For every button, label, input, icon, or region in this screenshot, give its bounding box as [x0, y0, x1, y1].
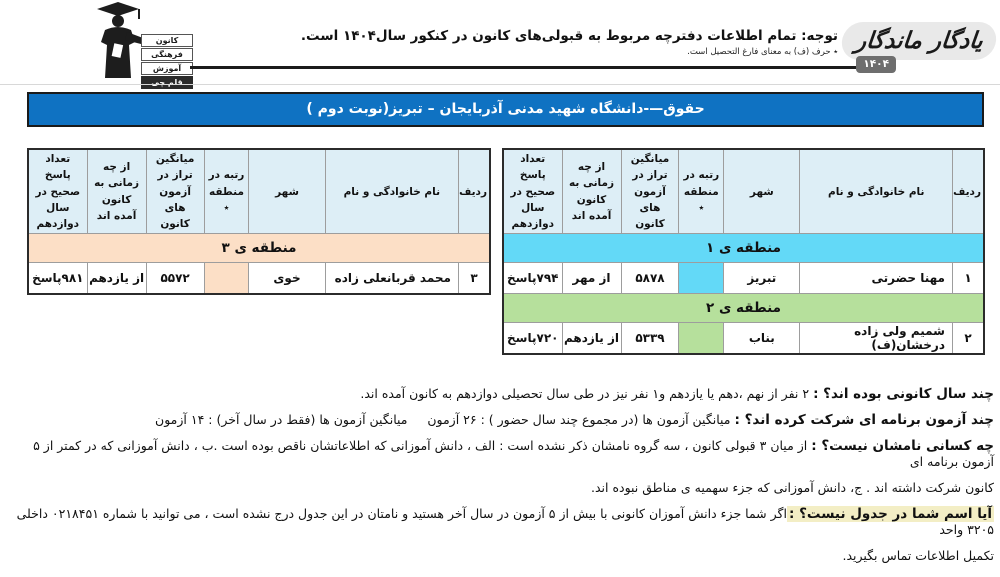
cell-since: از مهر	[561, 262, 622, 295]
cell-correct-answers: ۷۹۴پاسخ	[502, 262, 563, 295]
col-header-since: از چه زمانی به کانون آمده اند	[561, 148, 622, 235]
faq-lead: چند سال کانونی بوده اند؟ :	[813, 386, 994, 402]
cell-row-number: ۱	[951, 262, 985, 295]
notice-footnote: ٭ حرف (ف) به معنای فارغ التحصیل است.	[687, 47, 838, 57]
results-table-region-3: ردیف نام خانوادگی و نام شهر رتبه در منطق…	[27, 148, 491, 296]
faq-line-missing-names: چه کسانی نامشان نیست؟ : از میان ۳ قبولی …	[8, 438, 994, 470]
kanoon-logo: کانون فرهنگی آموزش قلم چی	[65, 2, 195, 89]
region-band-label: منطقه ی ۲	[502, 293, 985, 324]
cell-region-rank	[203, 262, 250, 295]
col-header-city: شهر	[723, 148, 801, 235]
graduate-mascot-icon	[97, 2, 143, 78]
cell-avg-score: ۵۵۷۲	[145, 262, 205, 295]
cell-name: شمیم ولی زاده درخشان(ف)	[799, 322, 953, 355]
region-band-label: منطقه ی ۱	[502, 233, 985, 264]
notice-text: توجه: تمام اطلاعات دفترچه مربوط به قبولی…	[300, 28, 838, 44]
cell-avg-score: ۵۳۳۹	[620, 322, 680, 355]
col-header-avg-score: میانگین تراز در آزمون های کانون	[145, 148, 205, 235]
table-row: ۳ محمد قربانعلی زاده خوی ۵۵۷۲ از یازدهم …	[27, 262, 491, 295]
faq-lead: چه کسانی نامشان نیست؟ :	[811, 438, 994, 454]
col-header-city: شهر	[248, 148, 326, 235]
header-notice: توجه: تمام اطلاعات دفترچه مربوط به قبولی…	[301, 28, 838, 57]
logo-line: کانون	[141, 34, 193, 47]
region-band-2: منطقه ی ۲	[502, 293, 985, 324]
col-header-correct-answers: تعداد پاسخ صحیح در سال دوازدهم	[502, 148, 563, 235]
cell-city: خوی	[248, 262, 326, 295]
faq-notes: چند سال کانونی بوده اند؟ : ۲ نفر از نهم …	[8, 386, 994, 574]
page-title: حقوق—-دانشگاه شهید مدنی آذربایجان – تبری…	[27, 92, 984, 127]
logo-line: فرهنگی	[141, 48, 193, 61]
cell-name: محمد قربانعلی زاده	[324, 262, 459, 295]
faq-line-your-name-cont: تکمیل اطلاعات تماس بگیرید.	[842, 548, 994, 563]
brand-calligraphy: یادگار ماندگار	[840, 22, 998, 60]
header-rule	[190, 66, 862, 69]
brand-block: یادگار ماندگار ۱۴۰۴	[840, 0, 1000, 84]
cell-correct-answers: ۷۲۰پاسخ	[502, 322, 563, 355]
col-header-row-number: ردیف	[951, 148, 985, 235]
header-row: ردیف نام خانوادگی و نام شهر رتبه در منطق…	[502, 148, 985, 235]
year-badge: ۱۴۰۴	[856, 56, 896, 73]
cell-city: تبریز	[723, 262, 801, 295]
faq-text: از میان ۳ قبولی کانون ، سه گروه نامشان ذ…	[33, 438, 994, 469]
col-header-row-number: ردیف	[457, 148, 491, 235]
table-row: ۱ مهنا حضرتی تبریز ۵۸۷۸ از مهر ۷۹۴پاسخ	[502, 262, 985, 295]
col-header-name: نام خانوادگی و نام	[799, 148, 953, 235]
faq-line-exams: چند آزمون برنامه ای شرکت کرده اند؟ : میا…	[8, 412, 994, 428]
cell-name: مهنا حضرتی	[799, 262, 953, 295]
faq-lead: چند آزمون برنامه ای شرکت کرده اند؟ :	[734, 412, 994, 428]
logo-text-box: کانون فرهنگی آموزش قلم چی	[141, 34, 193, 90]
faq-line-missing-names-cont: کانون شرکت داشته اند . ج، دانش آموزانی ک…	[591, 480, 994, 495]
cell-row-number: ۳	[457, 262, 491, 295]
faq-lead-highlighted: آیا اسم شما در جدول نیست؟ :	[786, 506, 994, 522]
cell-city: بناب	[723, 322, 801, 355]
results-table-regions-1-2: ردیف نام خانوادگی و نام شهر رتبه در منطق…	[502, 148, 985, 356]
logo-line-qalamchi: قلم چی	[141, 76, 193, 89]
col-header-region-rank: رتبه در منطقه ٭	[203, 148, 250, 235]
cell-avg-score: ۵۸۷۸	[620, 262, 680, 295]
faq-line-years: چند سال کانونی بوده اند؟ : ۲ نفر از نهم …	[8, 386, 994, 402]
faq-line-your-name: آیا اسم شما در جدول نیست؟ :اگر شما جزء د…	[8, 506, 994, 538]
cell-row-number: ۲	[951, 322, 985, 355]
col-header-correct-answers: تعداد پاسخ صحیح در سال دوازدهم	[27, 148, 88, 235]
region-band-label: منطقه ی ۳	[27, 233, 491, 264]
faq-text: ۲ نفر از نهم ،دهم یا یازدهم و۱ نفر نیز د…	[360, 386, 814, 401]
region-band-1: منطقه ی ۱	[502, 233, 985, 264]
cell-since: از یازدهم	[86, 262, 147, 295]
region-band-3: منطقه ی ۳	[27, 233, 491, 264]
logo-line: آموزش	[141, 62, 193, 75]
cell-region-rank	[678, 322, 725, 355]
col-header-name: نام خانوادگی و نام	[324, 148, 459, 235]
page-divider	[0, 84, 1000, 85]
cell-correct-answers: ۹۸۱پاسخ	[27, 262, 88, 295]
cell-since: از یازدهم	[561, 322, 622, 355]
col-header-avg-score: میانگین تراز در آزمون های کانون	[620, 148, 680, 235]
faq-text: اگر شما جزء دانش آموزان کانونی با بیش از…	[16, 506, 994, 537]
col-header-since: از چه زمانی به کانون آمده اند	[86, 148, 147, 235]
table-row: ۲ شمیم ولی زاده درخشان(ف) بناب ۵۳۳۹ از ی…	[502, 322, 985, 355]
cell-region-rank	[678, 262, 725, 295]
faq-text: میانگین آزمون ها (در مجموع چند سال حضور …	[155, 412, 735, 427]
header-row: ردیف نام خانوادگی و نام شهر رتبه در منطق…	[27, 148, 491, 235]
col-header-region-rank: رتبه در منطقه ٭	[678, 148, 725, 235]
